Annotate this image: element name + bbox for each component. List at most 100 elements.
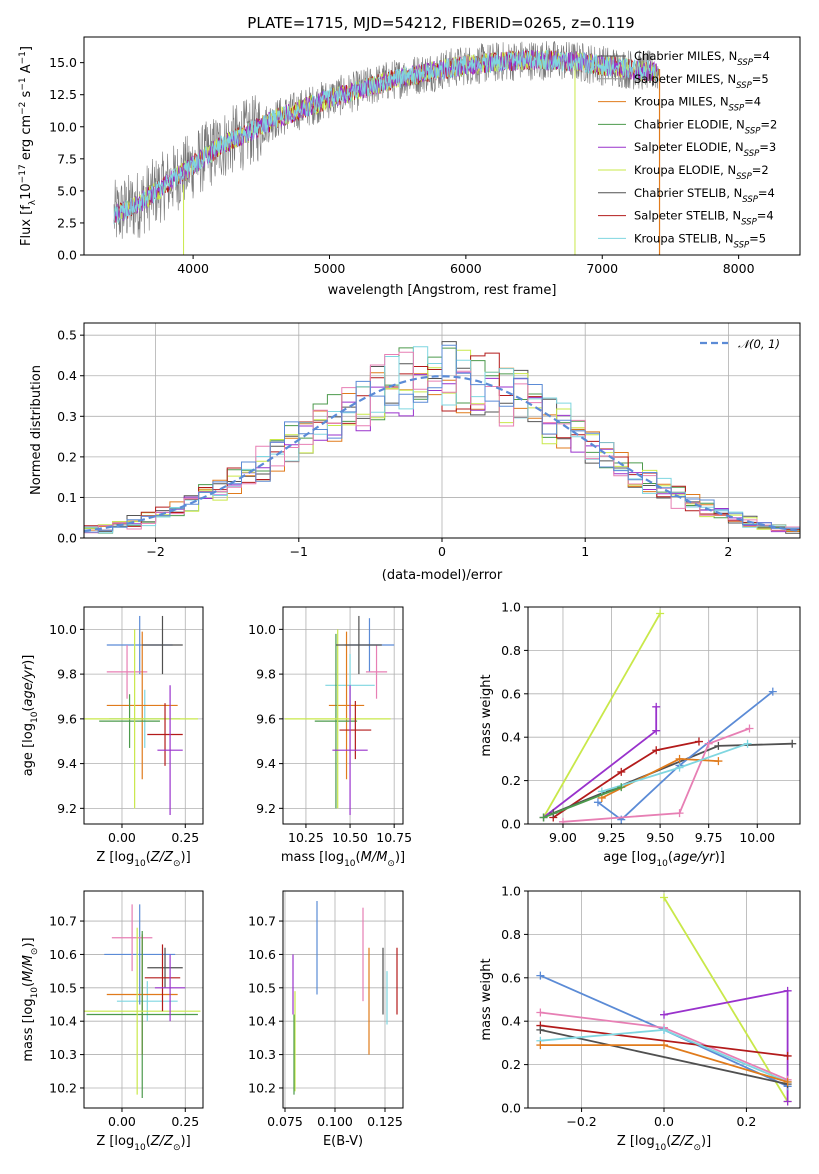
- residual-histogram: [84, 344, 800, 535]
- y-tick-label: 5.0: [57, 183, 77, 198]
- x-tick-label: 7000: [586, 261, 618, 276]
- residual-xlabel: (data-model)/error: [382, 568, 503, 583]
- weight-marker: [536, 1008, 545, 1017]
- legend-entry: Kroupa ELODIE, NSSP=2: [634, 163, 769, 182]
- x-tick-label: 9.25: [598, 830, 626, 845]
- legend-entry: Salpeter MILES, NSSP=5: [634, 72, 769, 91]
- y-tick-label: 0.4: [57, 368, 77, 383]
- x-axis-label: Z [log10(Z/Z⊙)]: [617, 1134, 711, 1153]
- weight-line: [562, 727, 750, 823]
- x-tick-label: 0.2: [736, 1114, 756, 1129]
- y-tick-label: 9.8: [256, 667, 276, 682]
- weight-marker: [652, 702, 661, 711]
- y-tick-label: 9.4: [57, 756, 77, 771]
- weight-marker: [675, 763, 684, 772]
- y-tick-label: 0.3: [57, 409, 77, 424]
- weight-marker: [536, 1025, 545, 1034]
- y-tick-label: 10.2: [49, 1080, 77, 1095]
- y-axis-label: age [log10(age/yr)]: [21, 655, 40, 777]
- y-tick-label: 0.0: [501, 817, 521, 832]
- y-tick-label: 10.7: [49, 914, 77, 929]
- x-tick-label: 0.25: [171, 1114, 199, 1129]
- y-tick-label: 0.8: [501, 927, 521, 942]
- y-tick-label: 0.2: [501, 773, 521, 788]
- spectrum-panel: PLATE=1715, MJD=54212, FIBERID=0265, z=0…: [18, 14, 801, 298]
- weight-line: [597, 690, 774, 821]
- panel-frame: [83, 606, 204, 825]
- weight_vs_age-panel: 9.00 9.25 9.50 9.75 10.00 0.0 0.2 0.4 0.6 0.8 1.0 a…: [479, 600, 801, 869]
- panel-frame: [282, 890, 404, 1109]
- weight-marker: [539, 813, 548, 822]
- y-tick-label: 0.0: [57, 248, 77, 263]
- normal-curve: [84, 375, 800, 532]
- weight-line: [663, 989, 789, 1102]
- y-tick-label: 10.0: [49, 119, 77, 134]
- weight-line: [552, 742, 793, 814]
- y-axis-label: mass weight: [479, 958, 494, 1040]
- weight-marker: [536, 971, 545, 980]
- spectrum-ylabel: Flux [fλ10−17 erg cm−2 s−1 A−1]: [18, 46, 38, 246]
- y-tick-label: 0.5: [57, 328, 77, 343]
- y-tick-label: 9.6: [57, 711, 77, 726]
- x-tick-label: 0.0: [654, 1114, 674, 1129]
- legend-entry: Chabrier MILES, NSSP=4: [634, 49, 770, 68]
- y-tick-label: 1.0: [501, 884, 521, 899]
- weight-marker: [656, 609, 665, 618]
- legend-entry: Salpeter STELIB, NSSP=4: [634, 209, 774, 228]
- weight_vs_Z-panel: −0.2 0.0 0.2 0.0 0.2 0.4 0.6 0.8 1.0 Z [log10(Z/Z…: [479, 884, 801, 1153]
- y-tick-label: 10.3: [248, 1047, 276, 1062]
- residual-ylabel: Normed distribution: [29, 365, 44, 495]
- y-tick-label: 0.8: [501, 643, 521, 658]
- x-tick-label: 10.00: [739, 830, 775, 845]
- weight-marker: [652, 746, 661, 755]
- x-tick-label: 9.50: [646, 830, 674, 845]
- weight-line: [542, 706, 658, 819]
- y-tick-label: 9.8: [57, 667, 77, 682]
- y-tick-label: 0.6: [501, 970, 521, 985]
- weight-marker: [536, 1041, 545, 1050]
- weight-marker: [783, 986, 792, 995]
- weight-marker: [788, 739, 797, 748]
- x-tick-label: 0.075: [267, 1114, 303, 1129]
- legend-entry: Chabrier STELIB, NSSP=4: [634, 186, 775, 205]
- y-tick-label: 9.4: [256, 756, 276, 771]
- y-tick-label: 0.4: [501, 1014, 521, 1029]
- weight-marker: [714, 757, 723, 766]
- weight-marker: [745, 724, 754, 733]
- y-tick-label: 0.2: [501, 1057, 521, 1072]
- x-tick-label: 6000: [450, 261, 482, 276]
- panel-frame: [282, 606, 404, 825]
- x-tick-label: −2: [146, 544, 164, 559]
- x-tick-label: −1: [290, 544, 308, 559]
- x-tick-label: 2: [724, 544, 732, 559]
- y-tick-label: 0.0: [57, 531, 77, 546]
- legend-entry: Chabrier ELODIE, NSSP=2: [634, 117, 777, 136]
- weight-marker: [743, 739, 752, 748]
- x-axis-label: Z [log10(Z/Z⊙)]: [96, 850, 190, 869]
- weight-marker: [714, 741, 723, 750]
- y-tick-label: 10.5: [248, 980, 276, 995]
- mass_vs_ebv-panel: 0.075 0.100 0.125 10.2 10.3 10.4 10.5 10.6 10.7 E…: [248, 890, 404, 1149]
- x-tick-label: 0.100: [317, 1114, 353, 1129]
- legend-entry: 𝒩(0, 1): [738, 337, 780, 351]
- spectrum-frame: [83, 36, 801, 256]
- y-axis-label: mass [log10(M/M⊙)]: [21, 937, 40, 1061]
- x-tick-label: −0.2: [566, 1114, 596, 1129]
- weight-marker: [768, 687, 777, 696]
- spectrum-title: PLATE=1715, MJD=54212, FIBERID=0265, z=0…: [247, 14, 634, 32]
- y-tick-label: 10.7: [248, 914, 276, 929]
- weight-marker: [694, 737, 703, 746]
- panel-frame: [527, 606, 801, 825]
- y-tick-label: 0.1: [57, 490, 77, 505]
- legend-entry: Kroupa STELIB, NSSP=5: [634, 231, 766, 250]
- model-spectrum: [113, 49, 658, 225]
- weight-line: [543, 786, 622, 819]
- x-axis-label: age [log10(age/yr)]: [603, 850, 725, 869]
- y-tick-label: 9.2: [256, 801, 276, 816]
- weight-line: [542, 613, 661, 818]
- y-tick-label: 10.6: [49, 947, 77, 962]
- y-tick-label: 7.5: [57, 151, 77, 166]
- x-tick-label: 9.00: [549, 830, 577, 845]
- weight-line: [601, 742, 748, 793]
